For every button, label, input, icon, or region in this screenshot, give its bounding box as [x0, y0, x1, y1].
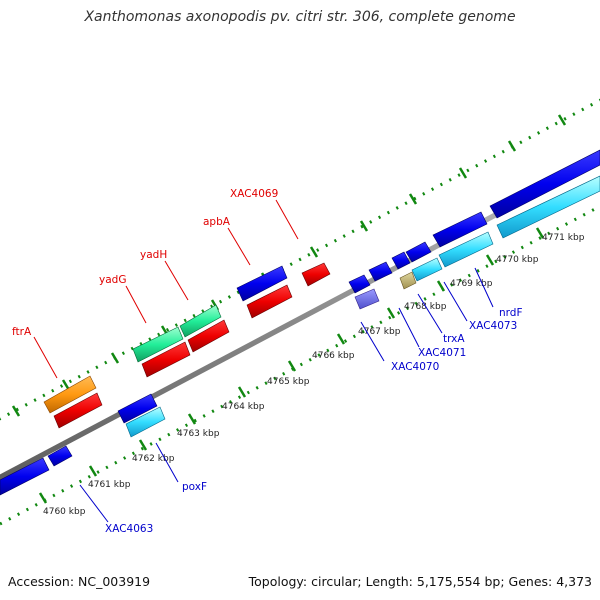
tick-label: 4769 kbp — [450, 279, 493, 289]
upper-tick-track — [0, 98, 600, 421]
tick-label: 4765 kbp — [267, 377, 310, 387]
upper-label-leaders — [33, 199, 299, 379]
tick-label: 4760 kbp — [43, 507, 86, 517]
tick-label: 4766 kbp — [312, 351, 355, 361]
gene-arrow[interactable] — [368, 261, 393, 282]
gene-arrow-apba[interactable] — [236, 265, 288, 302]
tick-label: 4761 kbp — [88, 480, 131, 490]
gene-arrow[interactable] — [496, 175, 600, 239]
gene-label-trxa[interactable]: trxA — [443, 333, 465, 345]
lower-label-leaders — [79, 267, 494, 523]
gene-label-xac4063[interactable]: XAC4063 — [105, 523, 153, 535]
lower-major-ticks — [38, 227, 545, 504]
gene-label-nrdf[interactable]: nrdF — [499, 307, 523, 319]
gene-arrow[interactable] — [391, 251, 411, 270]
gene-arrow[interactable] — [348, 274, 371, 294]
gene-arrow-yadg[interactable] — [132, 326, 184, 363]
gene-arrow-yadh[interactable] — [179, 304, 222, 338]
gene-arrow[interactable] — [405, 241, 432, 263]
genome-title: Xanthomonas axonopodis pv. citri str. 30… — [84, 9, 516, 25]
tick-label: 4767 kbp — [358, 327, 401, 337]
gene-label-xac4071[interactable]: XAC4071 — [418, 347, 466, 359]
gene-arrow-poxf[interactable] — [125, 406, 166, 438]
tick-label: 4763 kbp — [177, 429, 220, 439]
lower-tick-track — [0, 204, 600, 526]
tick-label: 4771 kbp — [542, 233, 585, 243]
gene-arrow-xac4073[interactable] — [411, 257, 443, 282]
gene-arrow[interactable] — [187, 319, 230, 353]
gene-label-yadg[interactable]: yadG — [99, 274, 126, 286]
gene-arrow-ftra[interactable] — [43, 375, 97, 414]
gene-arrow[interactable] — [53, 392, 103, 429]
gene-label-xac4070[interactable]: XAC4070 — [391, 361, 439, 373]
gene-label-poxf[interactable]: poxF — [182, 481, 207, 493]
accession-text: Accession: NC_003919 — [8, 574, 151, 589]
gene-arrow-xac4069[interactable] — [301, 262, 331, 287]
gene-arrow-xac4070[interactable] — [354, 288, 380, 310]
gene-label-xac4069[interactable]: XAC4069 — [230, 188, 278, 200]
gene-label-xac4073[interactable]: XAC4073 — [469, 320, 517, 332]
gene-arrow[interactable] — [47, 445, 73, 467]
tick-label: 4762 kbp — [132, 454, 175, 464]
gene-arrow-nrdf[interactable] — [438, 231, 494, 268]
upper-major-ticks — [11, 114, 567, 417]
gene-label-ftra[interactable]: ftrA — [12, 326, 32, 338]
tick-label: 4770 kbp — [496, 255, 539, 265]
gene-label-apba[interactable]: apbA — [203, 216, 231, 228]
gene-arrow-trxa[interactable] — [399, 271, 417, 290]
gene-arrow[interactable] — [141, 341, 191, 378]
gene-arrow-xac4063[interactable] — [0, 457, 50, 496]
tick-label: 4768 kbp — [404, 302, 447, 312]
gene-arrow[interactable] — [489, 149, 600, 219]
gene-arrow[interactable] — [432, 211, 488, 248]
gene-arrow[interactable] — [246, 284, 293, 319]
gene-arrow[interactable] — [117, 393, 158, 424]
gene-label-yadh[interactable]: yadH — [140, 249, 167, 261]
genome-summary-text: Topology: circular; Length: 5,175,554 bp… — [248, 574, 592, 589]
tick-label: 4764 kbp — [222, 402, 265, 412]
